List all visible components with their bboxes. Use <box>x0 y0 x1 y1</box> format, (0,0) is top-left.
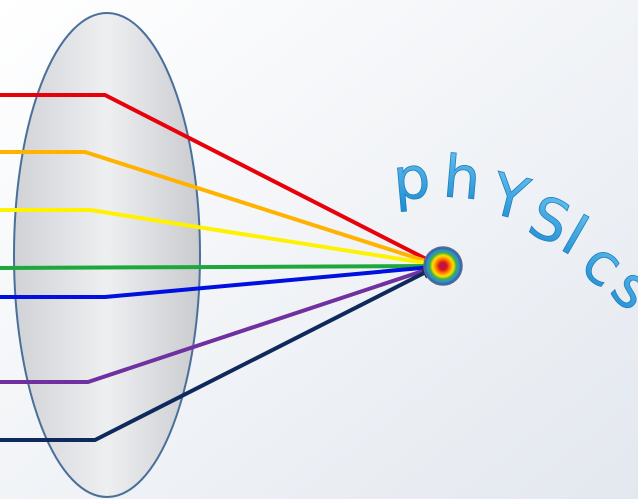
focus-point <box>423 246 463 286</box>
title-letter: p <box>390 143 433 214</box>
ray-red <box>0 93 433 264</box>
ray-purple <box>0 266 433 384</box>
ray-blue <box>0 265 433 299</box>
title-letter: h <box>441 142 484 213</box>
lens <box>13 12 201 498</box>
ray-green <box>0 264 433 270</box>
ray-orange <box>0 150 433 265</box>
ray-navy <box>0 267 435 442</box>
ray-yellow <box>0 208 433 266</box>
rays <box>0 93 435 442</box>
